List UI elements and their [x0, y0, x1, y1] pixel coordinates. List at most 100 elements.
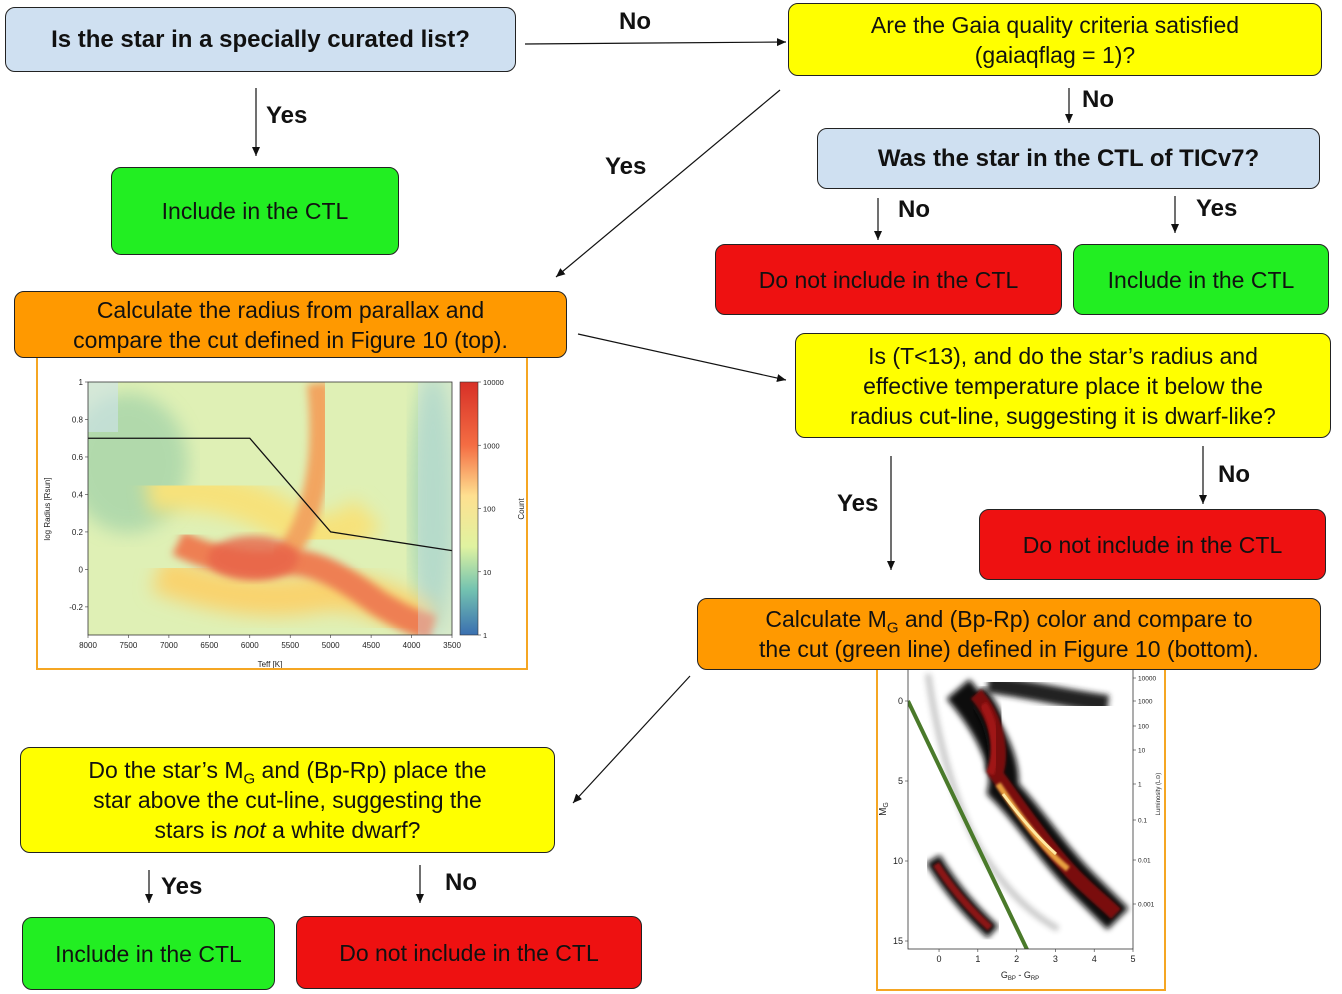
- hr-right-label: Luminosity (L⊙): [1156, 773, 1162, 816]
- heatmap-ylabel: log Radius [Rsun]: [43, 477, 52, 540]
- result-not-include-ticv7-text: Do not include in the CTL: [758, 266, 1019, 293]
- heatmap-xtick-4: 6000: [241, 641, 259, 650]
- hr-right-tick-0: 10000: [1138, 676, 1156, 683]
- heatmap-ytick-1: 0.8: [72, 415, 84, 424]
- heatmap-xtick-8: 4000: [403, 641, 421, 650]
- heatmap-xtick-0: 8000: [79, 641, 97, 650]
- result-not-include-wd-text: Do not include in the CTL: [339, 939, 599, 966]
- question-wd-line-3: stars is not a white dwarf?: [154, 817, 421, 843]
- step-calculate-mg-line-2: the cut (green line) defined in Figure 1…: [759, 636, 1259, 662]
- label-gaia-no: No: [1082, 86, 1114, 113]
- radius-cut-line: [88, 437, 452, 552]
- hr-diagram-chart: GBP - GRP MG Luminosity (L⊙) 0 1 2 3 4 5 0 5 10 1…: [878, 668, 1162, 982]
- question-wd-line-2: star above the cut-line, suggesting the: [93, 787, 482, 813]
- label-wd-yes: Yes: [161, 873, 203, 900]
- result-include-ticv7-text: Include in the CTL: [1107, 266, 1295, 293]
- hr-right-tick-3: 10: [1138, 748, 1146, 755]
- hr-right-tick-1: 1000: [1138, 699, 1153, 706]
- heatmap-ytick-6: -0.2: [69, 603, 83, 612]
- heatmap-xtick-9: 3500: [443, 641, 461, 650]
- question-curated-list: Is the star in a specially curated list?: [5, 7, 516, 72]
- heatmap-xtick-7: 4500: [362, 641, 380, 650]
- hr-xtick-0: 0: [937, 954, 942, 964]
- step-calculate-radius-line-2: compare the cut defined in Figure 10 (to…: [73, 326, 508, 353]
- label-dwarf-yes: Yes: [837, 490, 879, 517]
- hr-cut-line: [908, 700, 1029, 949]
- result-not-include-dwarf: Do not include in the CTL: [979, 509, 1326, 580]
- hr-right-tick-5: 0.1: [1138, 818, 1147, 825]
- result-include-curated-text: Include in the CTL: [161, 198, 349, 224]
- hr-right-tick-4: 1: [1138, 782, 1142, 789]
- arrow-mg-to-wd: [572, 675, 691, 804]
- label-ticv7-yes: Yes: [1196, 195, 1238, 222]
- step-calculate-radius-line-1: Calculate the radius from parallax and: [96, 296, 485, 323]
- heatmap-cbar-tick-4: 1: [483, 631, 487, 640]
- hr-xtick-3: 3: [1053, 954, 1058, 964]
- radius-heatmap-chart: Teff [K] log Radius [Rsun] Count 8000 750…: [43, 378, 526, 668]
- heatmap-colorbar: [459, 381, 479, 636]
- question-dwarf-line-2: effective temperature place it below the: [863, 372, 1263, 399]
- hr-xtick-1: 1: [975, 954, 980, 964]
- heatmap-xtick-5: 5500: [281, 641, 299, 650]
- heatmap-xtick-3: 6500: [200, 641, 218, 650]
- heatmap-density: [88, 382, 452, 635]
- heatmap-cbar-tick-3: 10: [483, 568, 491, 577]
- label-wd-no: No: [445, 869, 477, 896]
- arrow-gaia-yes: [555, 89, 781, 278]
- heatmap-ytick-0: 1: [79, 378, 84, 387]
- figure-radius-teff: Teff [K] log Radius [Rsun] Count 8000 750…: [36, 351, 528, 670]
- result-not-include-ticv7: Do not include in the CTL: [715, 244, 1062, 315]
- heatmap-xlabel: Teff [K]: [258, 660, 283, 668]
- figure-hr-diagram: GBP - GRP MG Luminosity (L⊙) 0 1 2 3 4 5 0 5 10 1…: [876, 662, 1166, 991]
- label-dwarf-no: No: [1218, 461, 1250, 488]
- question-gaia-line-1: Are the Gaia quality criteria satisfied: [870, 11, 1240, 38]
- label-curated-no: No: [619, 8, 651, 35]
- hr-density: [925, 673, 1129, 938]
- question-gaia-line-2: (gaiaqflag = 1)?: [974, 41, 1136, 68]
- hr-ytick-0: 0: [898, 696, 903, 706]
- question-wd-line-1: Do the star’s MG and (Bp-Rp) place the: [88, 757, 487, 788]
- label-gaia-yes: Yes: [605, 153, 647, 180]
- arrow-curated-no: [524, 38, 787, 47]
- hr-ylabel: MG: [878, 802, 890, 816]
- heatmap-ytick-3: 0.4: [72, 490, 84, 499]
- hr-ytick-2: 10: [893, 856, 903, 866]
- hr-xtick-2: 2: [1014, 954, 1019, 964]
- step-calculate-radius: Calculate the radius from parallax and c…: [14, 291, 567, 358]
- heatmap-cbar-tick-0: 10000: [483, 378, 504, 387]
- question-curated-list-text: Is the star in a specially curated list?: [51, 25, 470, 53]
- heatmap-cbar-tick-2: 100: [483, 505, 496, 514]
- hr-xtick-4: 4: [1092, 954, 1097, 964]
- hr-xtick-5: 5: [1130, 954, 1135, 964]
- result-not-include-dwarf-text: Do not include in the CTL: [1022, 531, 1283, 558]
- heatmap-xtick-1: 7500: [120, 641, 138, 650]
- hr-right-tick-7: 0.001: [1138, 902, 1155, 909]
- result-include-ticv7: Include in the CTL: [1073, 244, 1329, 315]
- question-dwarf-line-1: Is (T<13), and do the star’s radius and: [868, 342, 1258, 369]
- question-ticv7-text: Was the star in the CTL of TICv7?: [877, 144, 1260, 172]
- result-include-wd: Include in the CTL: [22, 917, 275, 990]
- hr-right-tick-2: 100: [1138, 724, 1149, 731]
- heatmap-cbar-tick-1: 1000: [483, 441, 500, 450]
- arrow-radius-to-dwarf: [577, 333, 787, 382]
- question-white-dwarf: Do the star’s MG and (Bp-Rp) place the s…: [20, 747, 555, 853]
- hr-ytick-1: 5: [898, 776, 903, 786]
- hr-right-tick-6: 0.01: [1138, 858, 1151, 865]
- heatmap-ytick-5: 0: [79, 565, 84, 574]
- step-calculate-mg: Calculate MG and (Bp-Rp) color and compa…: [697, 598, 1321, 670]
- label-curated-yes: Yes: [266, 102, 308, 129]
- heatmap-colorbar-label: Count: [517, 498, 526, 520]
- heatmap-ytick-4: 0.2: [72, 528, 84, 537]
- question-dwarf-line-3: radius cut-line, suggesting it is dwarf-…: [850, 402, 1276, 429]
- question-gaia-quality: Are the Gaia quality criteria satisfied …: [788, 3, 1322, 76]
- result-include-wd-text: Include in the CTL: [55, 940, 242, 967]
- hr-xlabel: GBP - GRP: [1001, 970, 1039, 982]
- result-include-curated: Include in the CTL: [111, 167, 399, 255]
- heatmap-ytick-2: 0.6: [72, 453, 84, 462]
- result-not-include-wd: Do not include in the CTL: [296, 916, 642, 989]
- hr-ytick-3: 15: [893, 936, 903, 946]
- heatmap-xtick-2: 7000: [160, 641, 178, 650]
- question-ticv7: Was the star in the CTL of TICv7?: [817, 128, 1320, 189]
- heatmap-xtick-6: 5000: [322, 641, 340, 650]
